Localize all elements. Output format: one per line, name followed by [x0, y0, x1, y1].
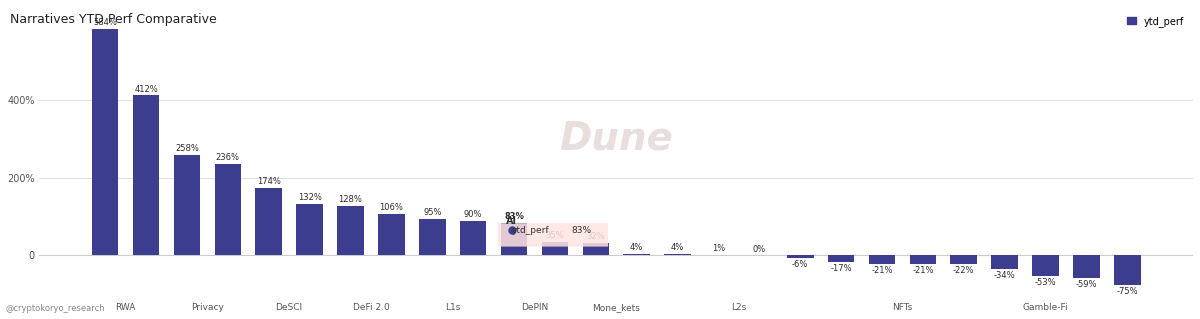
Text: 584%: 584% [94, 18, 118, 27]
Text: 128%: 128% [338, 195, 362, 204]
Text: 132%: 132% [298, 193, 322, 202]
Text: 32%: 32% [587, 232, 605, 241]
Text: -22%: -22% [953, 266, 974, 275]
Text: 0%: 0% [752, 245, 766, 254]
Bar [623, 254, 650, 256]
Bar [869, 256, 895, 263]
Bar [174, 155, 200, 256]
Bar [296, 204, 323, 256]
Bar [787, 256, 814, 258]
Bar [706, 255, 732, 256]
Text: 4%: 4% [630, 243, 643, 252]
Text: ytd_perf: ytd_perf [512, 226, 550, 235]
Text: 4%: 4% [671, 243, 684, 252]
Bar [910, 256, 936, 263]
Bar [378, 214, 404, 256]
Bar [950, 256, 977, 264]
Text: -21%: -21% [912, 266, 934, 275]
Text: 83%: 83% [504, 212, 524, 221]
Text: 412%: 412% [134, 85, 158, 93]
Text: 35%: 35% [546, 231, 564, 240]
Bar [991, 256, 1018, 269]
Legend: ytd_perf: ytd_perf [1123, 12, 1188, 31]
Text: -21%: -21% [871, 266, 893, 275]
Bar [92, 29, 119, 256]
Text: -17%: -17% [830, 264, 852, 273]
FancyBboxPatch shape [498, 223, 608, 247]
Bar [828, 256, 854, 262]
Text: 83%: 83% [571, 226, 592, 235]
Text: @cryptokoryo_research: @cryptokoryo_research [6, 304, 106, 313]
Bar [133, 95, 160, 256]
Text: 1%: 1% [712, 244, 725, 253]
Text: AI: AI [506, 216, 517, 226]
Bar [419, 219, 445, 256]
Bar [1032, 256, 1058, 276]
Text: Narratives YTD Perf Comparative: Narratives YTD Perf Comparative [10, 13, 216, 26]
Bar [1114, 256, 1141, 285]
Text: 258%: 258% [175, 144, 199, 153]
Text: Dune: Dune [559, 119, 673, 157]
Text: 95%: 95% [424, 208, 442, 217]
Bar [215, 164, 241, 256]
Text: -59%: -59% [1075, 280, 1097, 289]
Text: 90%: 90% [464, 210, 482, 219]
Bar [541, 242, 569, 256]
Text: 236%: 236% [216, 153, 240, 162]
Bar [582, 243, 610, 256]
Bar [256, 188, 282, 256]
Bar [500, 223, 527, 256]
Text: -6%: -6% [792, 260, 809, 269]
Text: -75%: -75% [1116, 286, 1138, 295]
Text: -34%: -34% [994, 271, 1015, 280]
Bar [337, 206, 364, 256]
Text: 106%: 106% [379, 204, 403, 212]
Text: -53%: -53% [1034, 278, 1056, 287]
Text: 174%: 174% [257, 177, 281, 186]
Bar [460, 220, 486, 256]
Bar [1073, 256, 1099, 278]
Bar [665, 254, 691, 256]
